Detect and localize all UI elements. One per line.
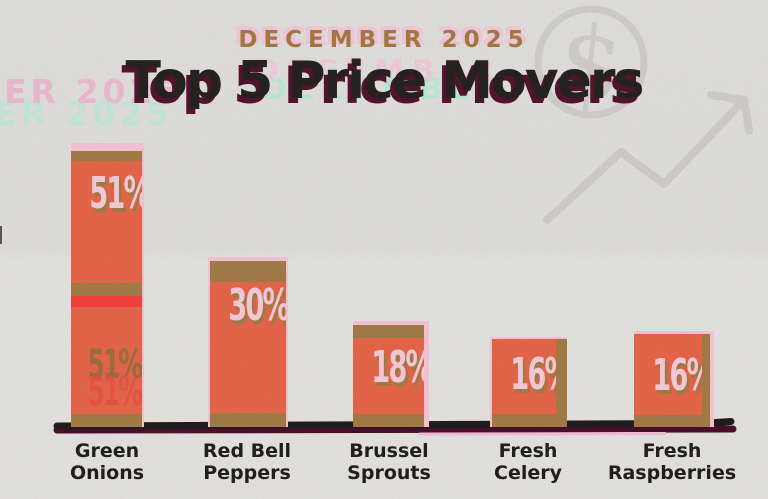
axis-label-red-bell-peppers: Red Bell Peppers: [177, 440, 317, 484]
bar-red-bell-peppers: 30%: [208, 257, 288, 427]
axis-glitch-pink-line: [418, 432, 667, 436]
axis-label-line1: Brussel: [349, 440, 429, 462]
bar-glitch-red-stripe: [71, 296, 142, 307]
axis-label-line2: Sprouts: [347, 462, 431, 484]
bar-value-row: 18%: [353, 346, 424, 390]
bar-value-label: 16%: [652, 350, 702, 401]
axis-label-line1: Fresh: [642, 440, 702, 462]
page-title-text: Top 5 Price Movers: [125, 51, 645, 111]
bar-brussel-sprouts: 18%: [353, 321, 429, 427]
bar-fill: 16%: [634, 334, 702, 415]
axis-label-line2: Raspberries: [607, 462, 737, 484]
bar-fill: 16%: [492, 339, 556, 414]
paper-edge-mark: [0, 226, 2, 244]
axis-label-line1: Fresh: [498, 440, 558, 462]
axis-label-line2: Celery: [494, 462, 562, 484]
bar-value-row: 16%: [492, 353, 556, 397]
axis-label-line2: Peppers: [203, 462, 291, 484]
bar-fill: 30%: [210, 282, 286, 413]
bar-fresh-raspberries: 16%: [634, 331, 714, 427]
axis-label-fresh-raspberries: Fresh Raspberries: [597, 440, 747, 484]
bar-value-row: 30%: [210, 284, 286, 328]
bar-value-ghost-2: 51%: [71, 372, 142, 412]
bar-fresh-celery: 16%: [490, 337, 567, 427]
axis-glitch-maroon-line: [53, 425, 737, 434]
bar-value-row: 16%: [634, 354, 702, 398]
bar-value-row: 51%: [71, 172, 142, 216]
bar-value-ghost-text: 51%: [87, 369, 142, 414]
bar-value-label: 16%: [510, 349, 556, 400]
bar-value-label: 30%: [228, 282, 286, 331]
page-title: Top 5 Price Movers Top 5 Price Movers: [0, 55, 768, 112]
axis-label-line1: Red Bell: [202, 440, 292, 462]
axis-label-fresh-celery: Fresh Celery: [458, 440, 598, 484]
bar-value-label: 18%: [371, 342, 424, 393]
bar-value-label: 51%: [89, 168, 142, 219]
axis-label-line1: Green: [74, 440, 140, 462]
bar-glitch-tan-stripe: [71, 283, 142, 296]
subtitle-month: DECEMBER 2025: [238, 27, 530, 53]
axis-label-green-onions: Green Onions: [37, 440, 177, 484]
axis-label-brussel-sprouts: Brussel Sprouts: [319, 440, 459, 484]
axis-label-line2: Onions: [69, 462, 145, 484]
bar-fill: 18%: [353, 338, 424, 414]
bar-fill: 51% 51% 51%: [71, 161, 142, 414]
bar-green-onions: 51% 51% 51%: [71, 143, 144, 427]
